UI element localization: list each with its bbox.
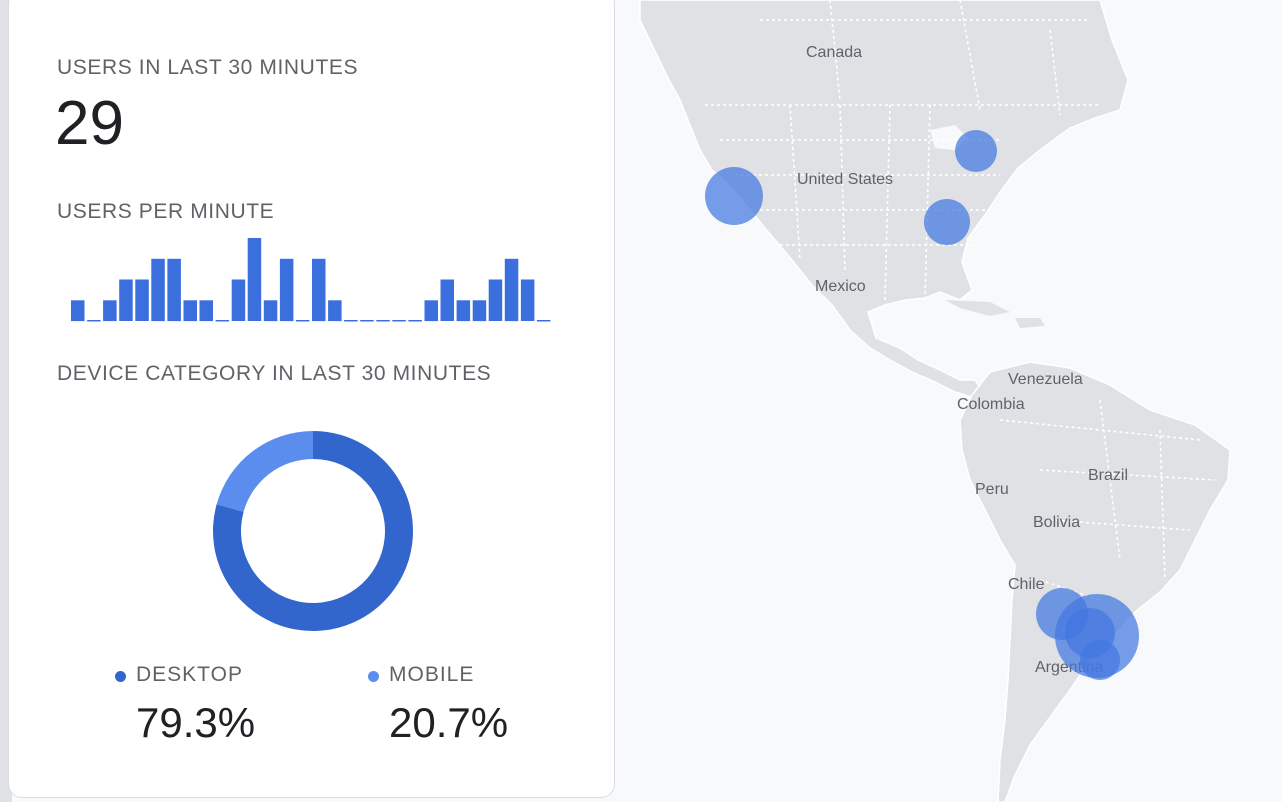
bar-minute-10[interactable] (215, 320, 230, 322)
bar-minute-23[interactable] (424, 300, 439, 322)
location-bubble-southeast-us[interactable] (924, 199, 970, 245)
bar-minute-12[interactable] (247, 238, 262, 321)
bar-minute-16[interactable] (312, 258, 326, 322)
bar-minute-15[interactable] (295, 320, 310, 322)
desktop-label: DESKTOP (136, 663, 243, 686)
hispaniola (1015, 318, 1045, 328)
realtime-summary-card: USERS IN LAST 30 MINUTES 29 USERS PER MI… (8, 0, 615, 798)
bar-minute-7[interactable] (167, 258, 181, 322)
bar-minute-26[interactable] (472, 300, 487, 322)
users-per-minute-chart[interactable] (71, 234, 553, 322)
device-category-title: DEVICE CATEGORY IN LAST 30 MINUTES (57, 362, 492, 385)
south-america-land (959, 361, 1231, 802)
bar-minute-5[interactable] (135, 279, 149, 322)
bar-minute-29[interactable] (520, 279, 535, 322)
bar-minute-14[interactable] (279, 258, 294, 322)
bar-minute-24[interactable] (440, 279, 455, 322)
bar-minute-28[interactable] (504, 258, 519, 322)
location-bubble-argentina-south[interactable] (1080, 640, 1120, 680)
bar-minute-2[interactable] (87, 320, 101, 322)
bar-minute-11[interactable] (231, 279, 246, 322)
bar-minute-9[interactable] (199, 300, 214, 322)
mobile-dot-icon (368, 671, 379, 682)
bar-minute-17[interactable] (328, 300, 342, 322)
bar-minute-3[interactable] (103, 300, 117, 322)
bar-minute-18[interactable] (344, 320, 358, 322)
bar-minute-6[interactable] (151, 258, 165, 322)
device-category-donut[interactable] (212, 430, 414, 632)
bar-minute-8[interactable] (183, 300, 198, 322)
mobile-label: MOBILE (389, 663, 475, 686)
bar-minute-20[interactable] (376, 320, 390, 322)
location-bubble-great-lakes[interactable] (955, 130, 997, 172)
bar-minute-30[interactable] (536, 320, 551, 322)
bar-minute-22[interactable] (408, 320, 422, 322)
location-bubble-california[interactable] (705, 167, 763, 225)
cuba (945, 300, 1010, 316)
bar-minute-21[interactable] (392, 320, 406, 322)
users-per-minute-title: USERS PER MINUTE (57, 200, 275, 223)
desktop-percentage: 79.3% (136, 699, 256, 746)
users-last-30-title: USERS IN LAST 30 MINUTES (57, 56, 359, 79)
bar-minute-1[interactable] (71, 300, 85, 322)
desktop-dot-icon (115, 671, 126, 682)
mobile-percentage: 20.7% (389, 699, 509, 746)
users-count: 29 (55, 89, 124, 158)
bar-minute-4[interactable] (119, 279, 133, 322)
bar-minute-27[interactable] (488, 279, 503, 322)
bar-minute-13[interactable] (263, 300, 278, 322)
donut-slice-mobile[interactable] (216, 431, 313, 512)
bar-minute-19[interactable] (360, 320, 374, 322)
bar-minute-25[interactable] (456, 300, 471, 322)
